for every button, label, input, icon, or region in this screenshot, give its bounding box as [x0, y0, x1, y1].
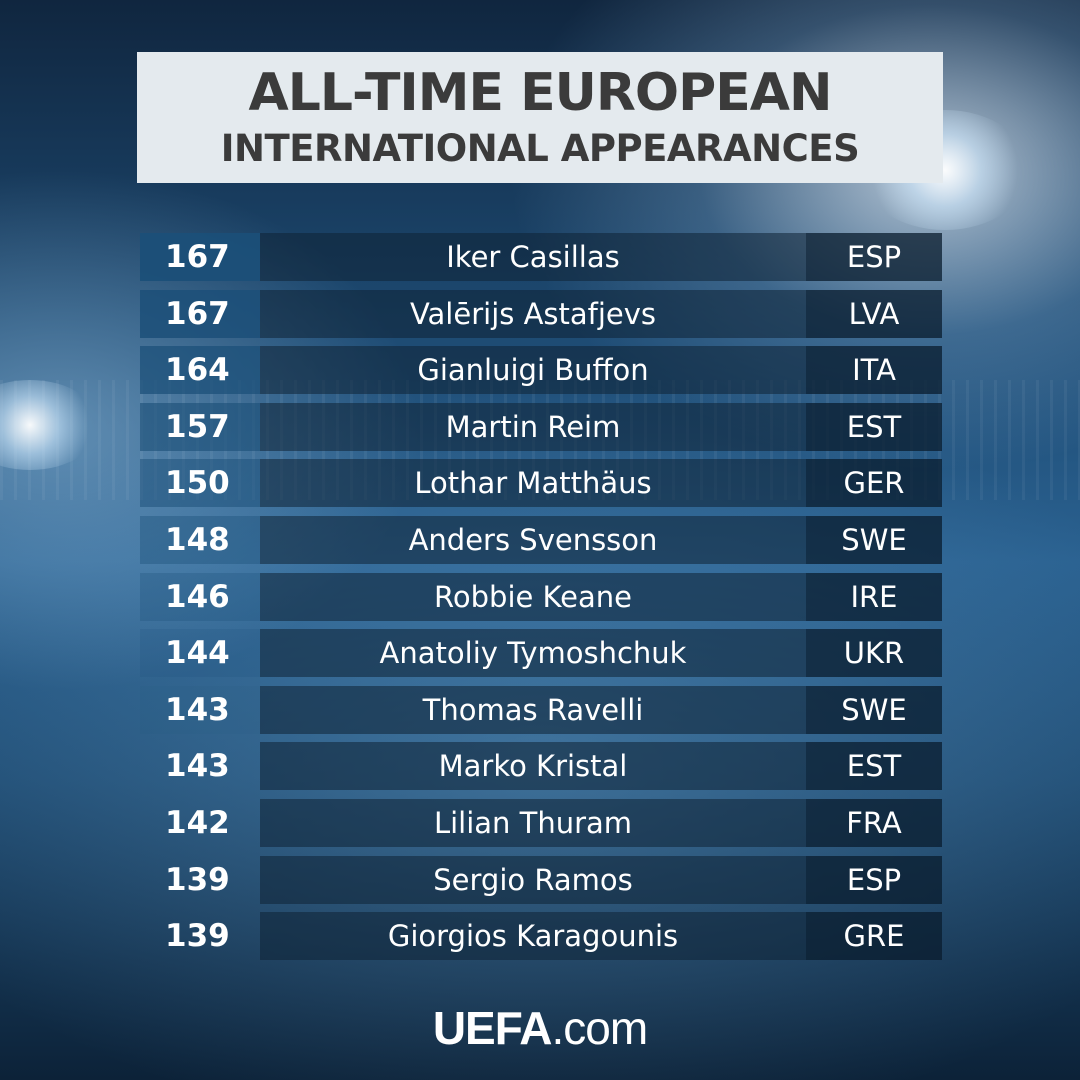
table-row: 139 Giorgios Karagounis GRE — [140, 912, 942, 961]
appearances-count: 142 — [165, 804, 230, 841]
table-row: 157 Martin Reim EST — [140, 402, 942, 451]
player-name: Iker Casillas — [260, 233, 806, 281]
player-name: Giorgios Karagounis — [260, 912, 806, 961]
appearances-count: 157 — [140, 402, 260, 451]
player-name: Martin Reim — [260, 402, 806, 451]
nationality-code: GER — [806, 459, 942, 508]
player-name: Lilian Thuram — [260, 798, 806, 847]
nationality-code: ESP — [806, 855, 942, 904]
nationality-code: EST — [806, 402, 942, 451]
nationality-code: GRE — [806, 912, 942, 961]
table-row: 143 Thomas Ravelli SWE — [140, 685, 942, 734]
appearances-count: 143 — [165, 748, 230, 785]
uefa-logo: UEFA.com — [0, 1000, 1080, 1056]
player-name: Thomas Ravelli — [260, 685, 806, 734]
player-name: Anatoliy Tymoshchuk — [260, 629, 806, 678]
appearances-count: 144 — [140, 629, 260, 678]
player-name: Marko Kristal — [260, 742, 806, 791]
table-row: 139 Sergio Ramos ESP — [140, 855, 942, 904]
appearances-count: 167 — [140, 289, 260, 338]
table-row: 167 Valērijs Astafjevs LVA — [140, 289, 942, 338]
player-name: Lothar Matthäus — [260, 459, 806, 508]
table-row: 148 Anders Svensson SWE — [140, 515, 942, 564]
appearances-count: 150 — [140, 459, 260, 508]
table-row: 144 Anatoliy Tymoshchuk UKR — [140, 629, 942, 678]
nationality-code: FRA — [806, 798, 942, 847]
appearances-count: 143 — [140, 685, 260, 734]
nationality-code: LVA — [806, 289, 942, 338]
table-row: 164 Gianluigi Buffon ITA — [140, 346, 942, 395]
title-line-2: INTERNATIONAL APPEARANCES — [220, 127, 860, 170]
title-line-1: ALL-TIME EUROPEAN — [248, 63, 832, 123]
appearances-count: 139 — [165, 918, 230, 955]
appearances-count: 167 — [140, 233, 260, 281]
player-name: Anders Svensson — [260, 515, 806, 564]
table-row: 150 Lothar Matthäus GER — [140, 459, 942, 508]
appearances-count: 164 — [140, 346, 260, 395]
appearances-count: 146 — [140, 572, 260, 621]
player-name: Gianluigi Buffon — [260, 346, 806, 395]
nationality-code: ESP — [806, 233, 942, 281]
player-name: Robbie Keane — [260, 572, 806, 621]
player-name: Valērijs Astafjevs — [260, 289, 806, 338]
appearances-table: 167 Iker Casillas ESP 167 Valērijs Astafjevs… — [140, 233, 942, 969]
title-banner: ALL-TIME EUROPEAN INTERNATIONAL APPEARAN… — [137, 52, 943, 183]
player-name: Sergio Ramos — [260, 855, 806, 904]
table-row: 142 Lilian Thuram FRA — [140, 798, 942, 847]
nationality-code: ITA — [806, 346, 942, 395]
table-row: 143 Marko Kristal EST — [140, 742, 942, 791]
appearances-count: 148 — [140, 515, 260, 564]
appearances-count: 139 — [165, 861, 230, 898]
nationality-code: EST — [806, 742, 942, 791]
logo-suffix: .com — [551, 1002, 649, 1054]
nationality-code: SWE — [806, 515, 942, 564]
table-row: 167 Iker Casillas ESP — [140, 233, 942, 281]
logo-brand: UEFA — [432, 1002, 553, 1054]
table-row: 146 Robbie Keane IRE — [140, 572, 942, 621]
nationality-code: UKR — [806, 629, 942, 678]
nationality-code: IRE — [806, 572, 942, 621]
nationality-code: SWE — [806, 685, 942, 734]
